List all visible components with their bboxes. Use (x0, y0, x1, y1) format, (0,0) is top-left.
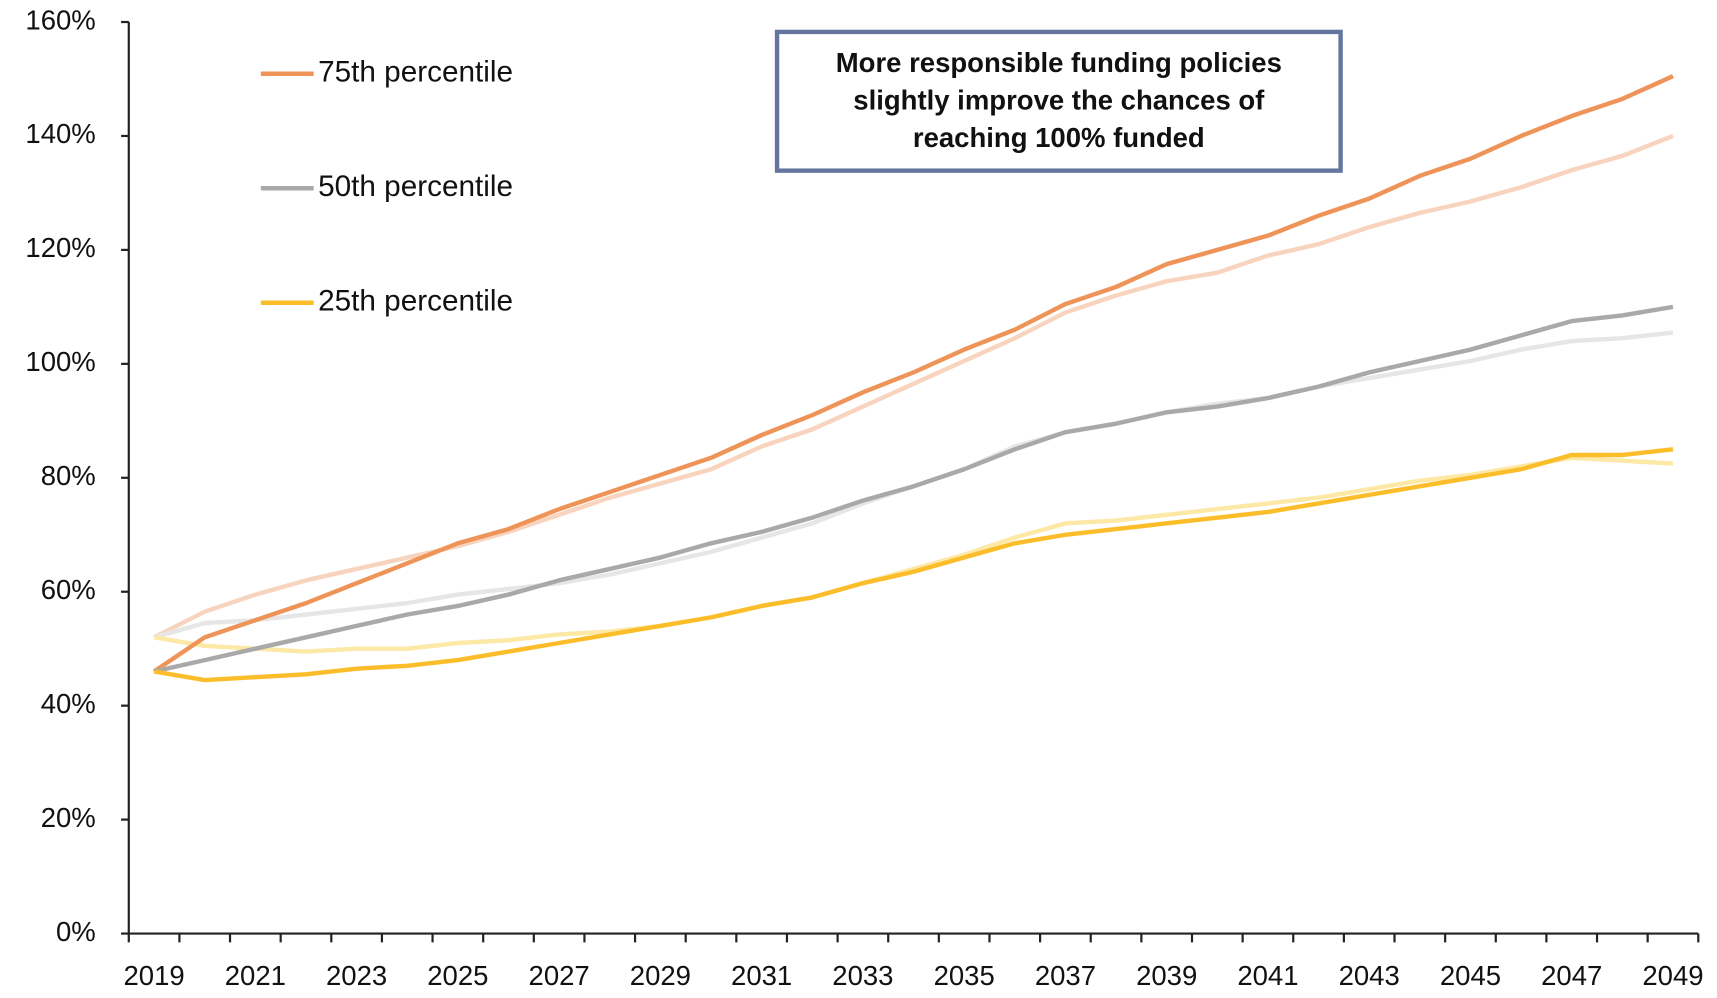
y-tick-label: 100% (25, 346, 95, 377)
series-line (153, 447, 1674, 683)
series-line (152, 74, 1674, 674)
x-tick-label: 2033 (832, 960, 893, 991)
series-line (153, 133, 1674, 640)
y-tick-label: 160% (25, 4, 95, 35)
annotation: More responsible funding policies (836, 47, 1282, 78)
legend-label: 25th percentile (318, 285, 513, 318)
x-tick-label: 2025 (427, 960, 488, 991)
series-line (153, 455, 1674, 654)
x-tick-label: 2027 (529, 960, 590, 991)
x-tick-label: 2035 (934, 960, 995, 991)
x-tick-label: 2021 (225, 960, 286, 991)
x-tick-label: 2045 (1440, 960, 1501, 991)
x-tick-label: 2043 (1339, 960, 1400, 991)
annotation: slightly improve the chances of (853, 85, 1265, 116)
y-tick-label: 60% (41, 574, 96, 605)
legend-label: 75th percentile (318, 56, 513, 89)
x-tick-label: 2037 (1035, 960, 1096, 991)
x-tick-label: 2039 (1136, 960, 1197, 991)
annotation: reaching 100% funded (913, 122, 1205, 153)
x-tick-label: 2019 (123, 960, 184, 991)
x-tick-label: 2029 (630, 960, 691, 991)
x-tick-label: 2049 (1642, 960, 1703, 991)
y-tick-label: 20% (41, 802, 96, 833)
y-tick-label: 140% (25, 118, 95, 149)
x-tick-label: 2041 (1237, 960, 1298, 991)
x-tick-label: 2031 (731, 960, 792, 991)
x-tick-label: 2047 (1541, 960, 1602, 991)
y-tick-label: 40% (41, 688, 96, 719)
y-tick-label: 120% (25, 232, 95, 263)
y-tick-label: 0% (56, 916, 96, 947)
series-line (153, 304, 1674, 674)
legend-label: 50th percentile (318, 170, 513, 203)
x-tick-label: 2023 (326, 960, 387, 991)
annotation-box (774, 29, 1343, 173)
y-tick-label: 80% (41, 460, 96, 491)
